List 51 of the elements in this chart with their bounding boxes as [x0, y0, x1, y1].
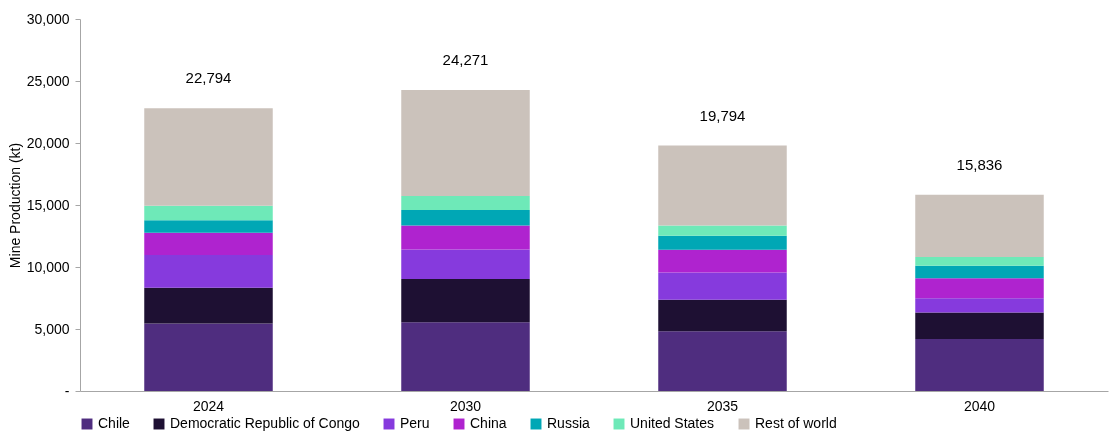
- bar: [401, 249, 530, 280]
- bar: [915, 298, 1044, 313]
- legend-label: United States: [630, 415, 715, 431]
- legend-label: Russia: [547, 415, 591, 431]
- total-label: 19,794: [699, 106, 746, 124]
- bar: [658, 225, 787, 236]
- bar: [401, 90, 530, 196]
- y-tick-label: 15,000: [26, 196, 70, 213]
- bar: [915, 194, 1044, 258]
- bar: [915, 278, 1044, 299]
- total-label: 15,836: [956, 155, 1003, 173]
- y-tick-label: 30,000: [26, 10, 70, 27]
- bar: [401, 279, 530, 323]
- x-tick-label: 2035: [706, 397, 739, 414]
- bar: [401, 225, 530, 250]
- bar: [401, 322, 530, 391]
- bar: [658, 272, 787, 300]
- y-axis-title: Mine Production (kt): [6, 142, 23, 269]
- bar: [144, 287, 273, 324]
- x-tick-label: 2030: [449, 397, 482, 414]
- total-label: 22,794: [185, 69, 232, 87]
- bar: [915, 339, 1044, 391]
- bar: [144, 108, 273, 206]
- bar: [144, 232, 273, 256]
- y-tick-label: 20,000: [26, 134, 70, 151]
- bar: [144, 205, 273, 221]
- bar: [658, 331, 787, 391]
- bar: [658, 299, 787, 332]
- bar: [915, 265, 1044, 279]
- legend-label: Peru: [400, 415, 430, 431]
- x-tick-label: 2040: [963, 397, 996, 414]
- y-tick-label: 10,000: [26, 258, 70, 275]
- legend-label: Rest of world: [755, 415, 837, 431]
- bar: [915, 312, 1044, 340]
- y-tick-label: 5,000: [34, 320, 70, 337]
- y-tick-label: 25,000: [26, 72, 70, 89]
- bar: [658, 145, 787, 226]
- legend-label: Chile: [98, 415, 131, 431]
- total-label: 24,271: [442, 51, 489, 69]
- y-tick-label: -: [64, 382, 70, 399]
- bar: [915, 257, 1044, 266]
- bar: [144, 323, 273, 391]
- legend-label: Democratic Republic of Congo: [170, 415, 361, 431]
- bar: [658, 235, 787, 250]
- bar: [144, 220, 273, 233]
- bar: [658, 249, 787, 273]
- bar: [144, 255, 273, 288]
- bar: [401, 209, 530, 226]
- bar: [401, 195, 530, 210]
- x-tick-label: 2024: [192, 397, 225, 414]
- legend-label: China: [470, 415, 507, 431]
